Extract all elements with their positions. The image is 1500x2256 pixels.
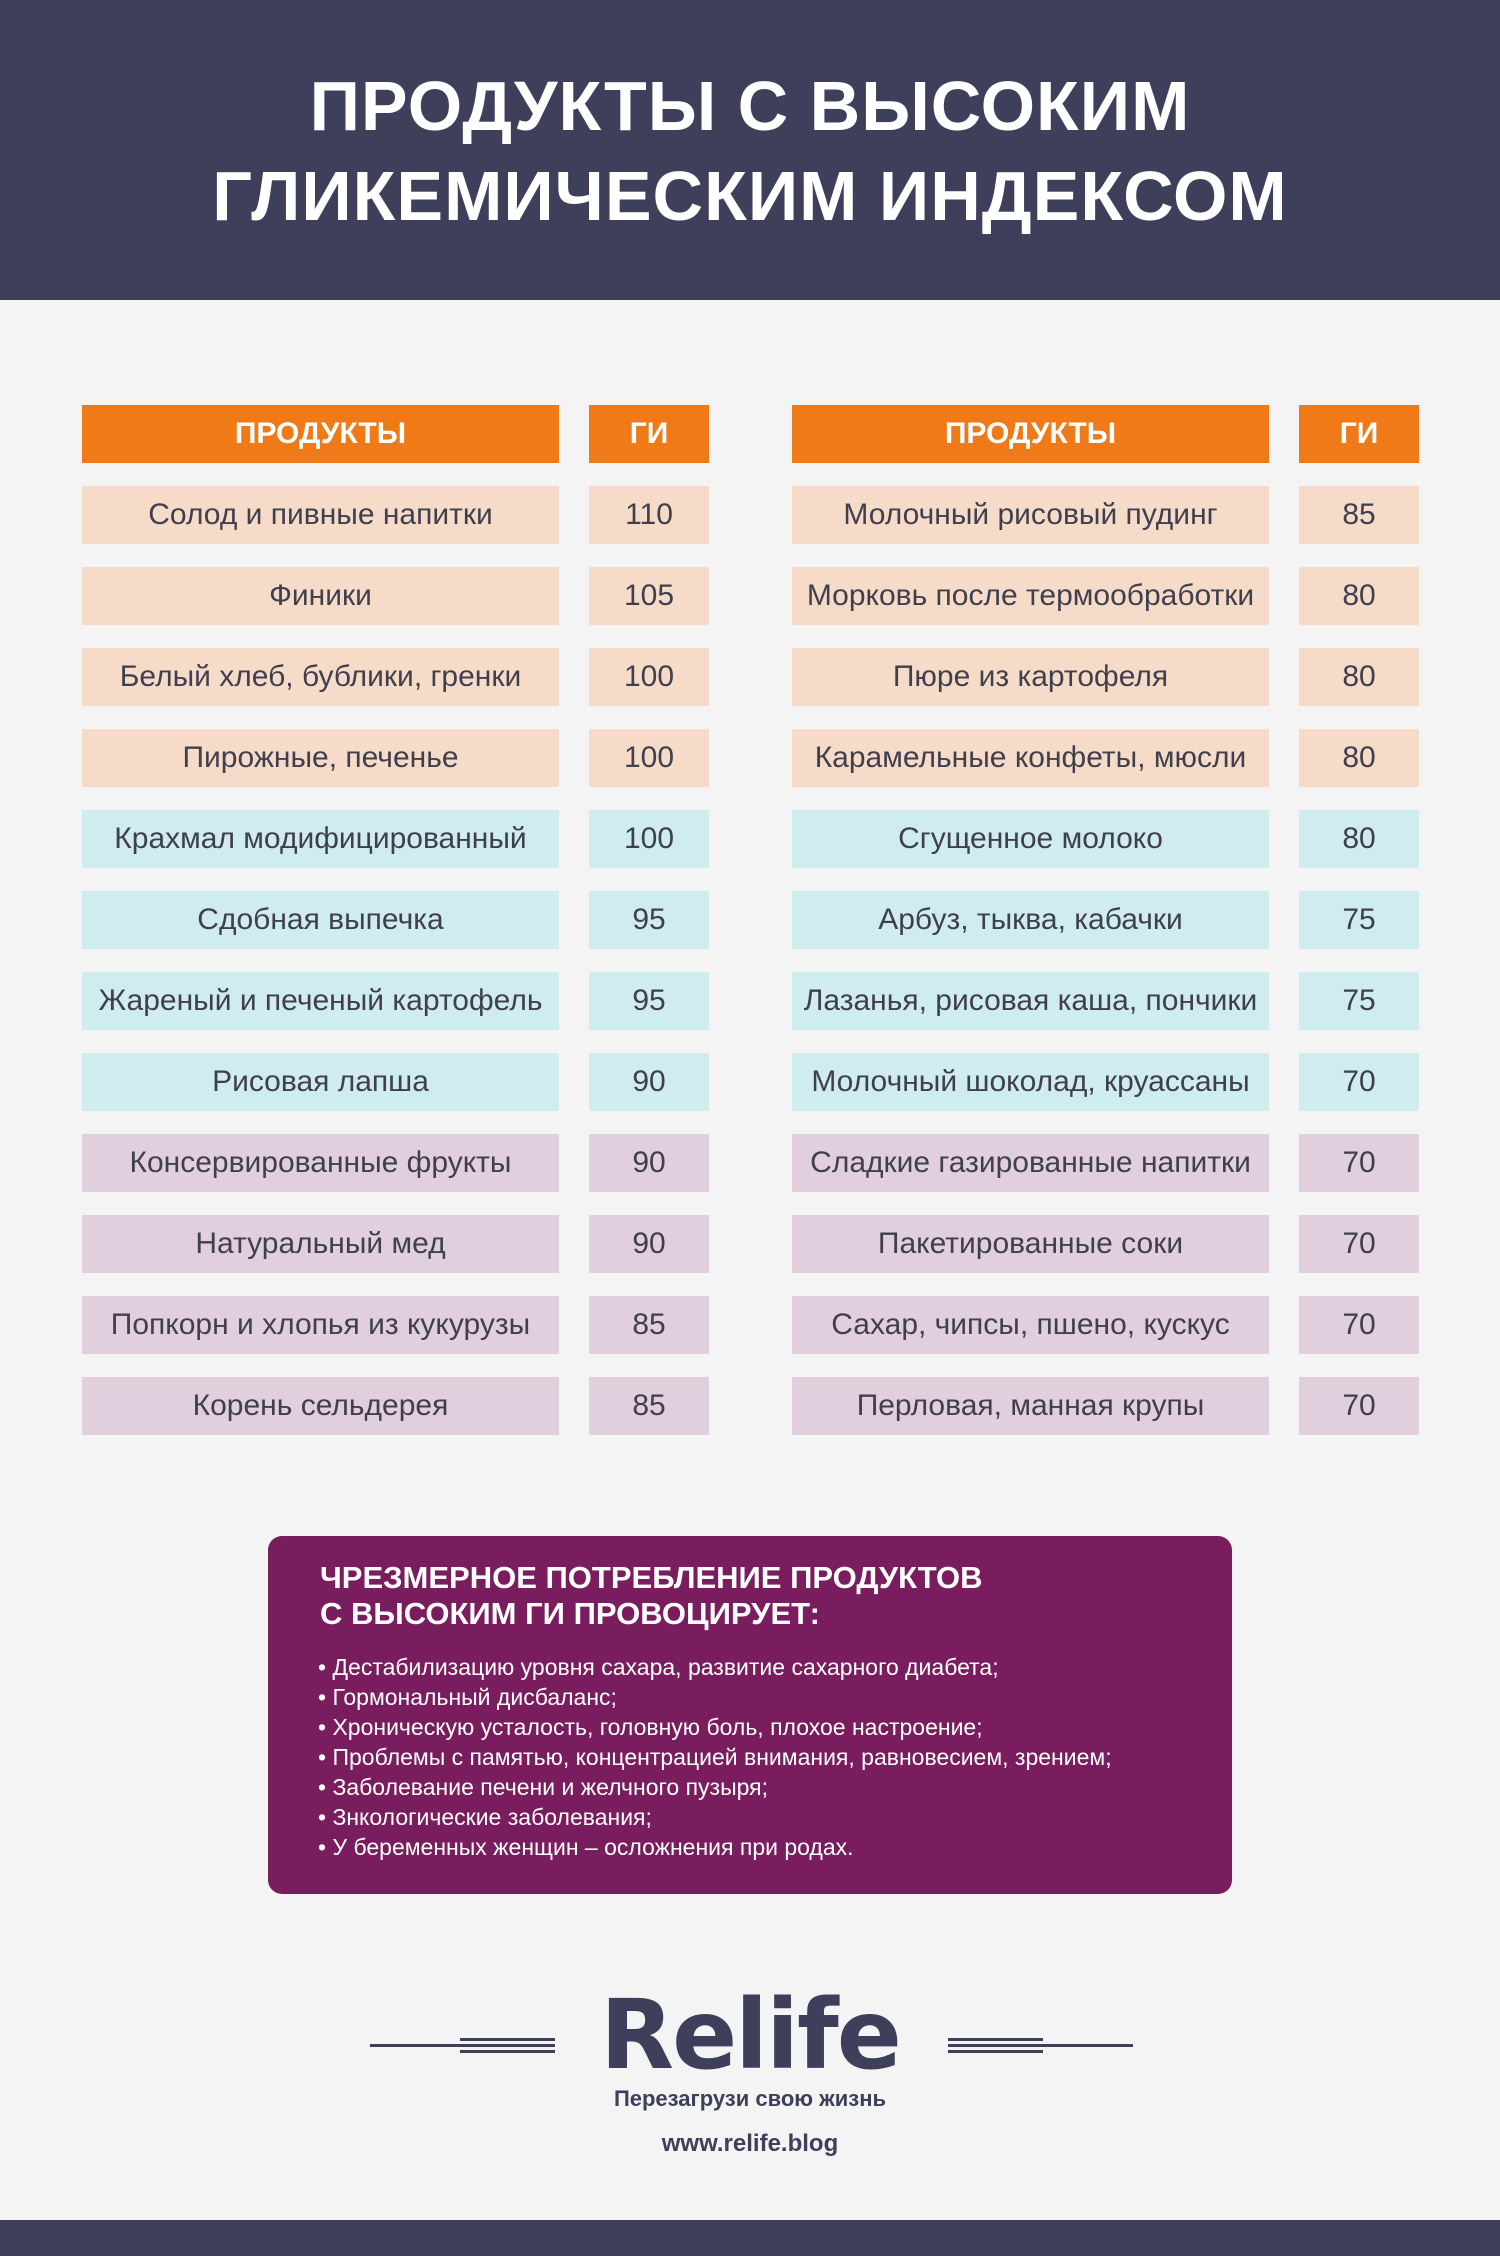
product-name-cell: Пакетированные соки: [792, 1215, 1269, 1273]
product-name-cell: Пирожные, печенье: [82, 729, 559, 787]
warning-item: Заболевание печени и желчного пузыря;: [318, 1772, 1112, 1802]
warning-item: Знкологические заболевания;: [318, 1802, 1112, 1832]
warning-item: У беременных женщин – осложнения при род…: [318, 1832, 1112, 1862]
product-name-cell: Жареный и печеный картофель: [82, 972, 559, 1030]
gi-value-cell: 100: [589, 810, 709, 868]
website-link[interactable]: www.relife.blog: [661, 2130, 839, 2157]
warning-item: Проблемы с памятью, концентрацией вниман…: [318, 1742, 1111, 1772]
product-name-cell: Сахар, чипсы, пшено, кускус: [792, 1296, 1269, 1354]
page-title-line-1: ПРОДУКТЫ С ВЫСОКИМ: [309, 67, 1191, 145]
product-name-cell: Корень сельдерея: [82, 1377, 559, 1435]
warning-title-line-2: С ВЫСОКИМ ГИ ПРОВОЦИРУЕТ:: [320, 1596, 820, 1631]
product-name-cell: Белый хлеб, бублики, гренки: [82, 648, 559, 706]
product-name-cell: Сдобная выпечка: [82, 891, 559, 949]
left-header-gi: ГИ: [589, 405, 709, 463]
decor-line: [948, 2038, 1043, 2041]
gi-value-cell: 85: [1299, 486, 1419, 544]
gi-value-cell: 90: [589, 1053, 709, 1111]
gi-value-cell: 70: [1299, 1134, 1419, 1192]
gi-value-cell: 95: [589, 972, 709, 1030]
product-name-cell: Консервированные фрукты: [82, 1134, 559, 1192]
decor-line: [370, 2044, 555, 2047]
warning-box: ЧРЕЗМЕРНОЕ ПОТРЕБЛЕНИЕ ПРОДУКТОВ С ВЫСОК…: [268, 1536, 1232, 1894]
relife-logo: Relife: [600, 1979, 902, 2091]
product-name-cell: Карамельные конфеты, мюсли: [792, 729, 1269, 787]
gi-value-cell: 70: [1299, 1377, 1419, 1435]
page-title-line-2: ГЛИКЕМИЧЕСКИМ ИНДЕКСОМ: [212, 157, 1288, 235]
product-name-cell: Молочный шоколад, круассаны: [792, 1053, 1269, 1111]
warning-list: Дестабилизацию уровня сахара, развитие с…: [318, 1652, 1112, 1862]
right-header-products: ПРОДУКТЫ: [792, 405, 1269, 463]
gi-value-cell: 70: [1299, 1053, 1419, 1111]
brand-slogan: Перезагрузи свою жизнь: [613, 2086, 887, 2111]
product-name-cell: Пюре из картофеля: [792, 648, 1269, 706]
brand-block: Relife Перезагрузи свою жизнь www.relife…: [0, 1980, 1500, 2180]
gi-value-cell: 90: [589, 1134, 709, 1192]
product-name-cell: Сладкие газированные напитки: [792, 1134, 1269, 1192]
gi-value-cell: 100: [589, 729, 709, 787]
product-name-cell: Сгущенное молоко: [792, 810, 1269, 868]
warning-item: Гормональный дисбаланс;: [318, 1682, 1112, 1712]
product-name-cell: Перловая, манная крупы: [792, 1377, 1269, 1435]
gi-value-cell: 110: [589, 486, 709, 544]
footer-bar: [0, 2220, 1500, 2256]
product-name-cell: Попкорн и хлопья из кукурузы: [82, 1296, 559, 1354]
decor-line: [460, 2038, 555, 2041]
warning-item: Дестабилизацию уровня сахара, развитие с…: [318, 1652, 1112, 1682]
gi-value-cell: 70: [1299, 1296, 1419, 1354]
gi-value-cell: 85: [589, 1296, 709, 1354]
decor-line: [948, 2050, 1043, 2053]
product-name-cell: Крахмал модифицированный: [82, 810, 559, 868]
gi-value-cell: 80: [1299, 729, 1419, 787]
gi-value-cell: 80: [1299, 648, 1419, 706]
gi-value-cell: 90: [589, 1215, 709, 1273]
left-header-products: ПРОДУКТЫ: [82, 405, 559, 463]
product-name-cell: Рисовая лапша: [82, 1053, 559, 1111]
gi-value-cell: 70: [1299, 1215, 1419, 1273]
product-name-cell: Натуральный мед: [82, 1215, 559, 1273]
right-header-gi: ГИ: [1299, 405, 1419, 463]
gi-value-cell: 85: [589, 1377, 709, 1435]
warning-item: Хроническую усталость, головную боль, пл…: [318, 1712, 1112, 1742]
product-name-cell: Арбуз, тыква, кабачки: [792, 891, 1269, 949]
product-name-cell: Молочный рисовый пудинг: [792, 486, 1269, 544]
product-name-cell: Финики: [82, 567, 559, 625]
page-header: ПРОДУКТЫ С ВЫСОКИМ ГЛИКЕМИЧЕСКИМ ИНДЕКСО…: [0, 0, 1500, 300]
decor-line: [948, 2044, 1133, 2047]
gi-value-cell: 95: [589, 891, 709, 949]
decor-line: [460, 2050, 555, 2053]
gi-value-cell: 100: [589, 648, 709, 706]
gi-value-cell: 80: [1299, 567, 1419, 625]
product-name-cell: Лазанья, рисовая каша, пончики: [792, 972, 1269, 1030]
gi-value-cell: 105: [589, 567, 709, 625]
product-name-cell: Солод и пивные напитки: [82, 486, 559, 544]
gi-value-cell: 75: [1299, 972, 1419, 1030]
product-name-cell: Морковь после термообработки: [792, 567, 1269, 625]
gi-value-cell: 75: [1299, 891, 1419, 949]
warning-title-line-1: ЧРЕЗМЕРНОЕ ПОТРЕБЛЕНИЕ ПРОДУКТОВ: [320, 1560, 983, 1595]
gi-value-cell: 80: [1299, 810, 1419, 868]
